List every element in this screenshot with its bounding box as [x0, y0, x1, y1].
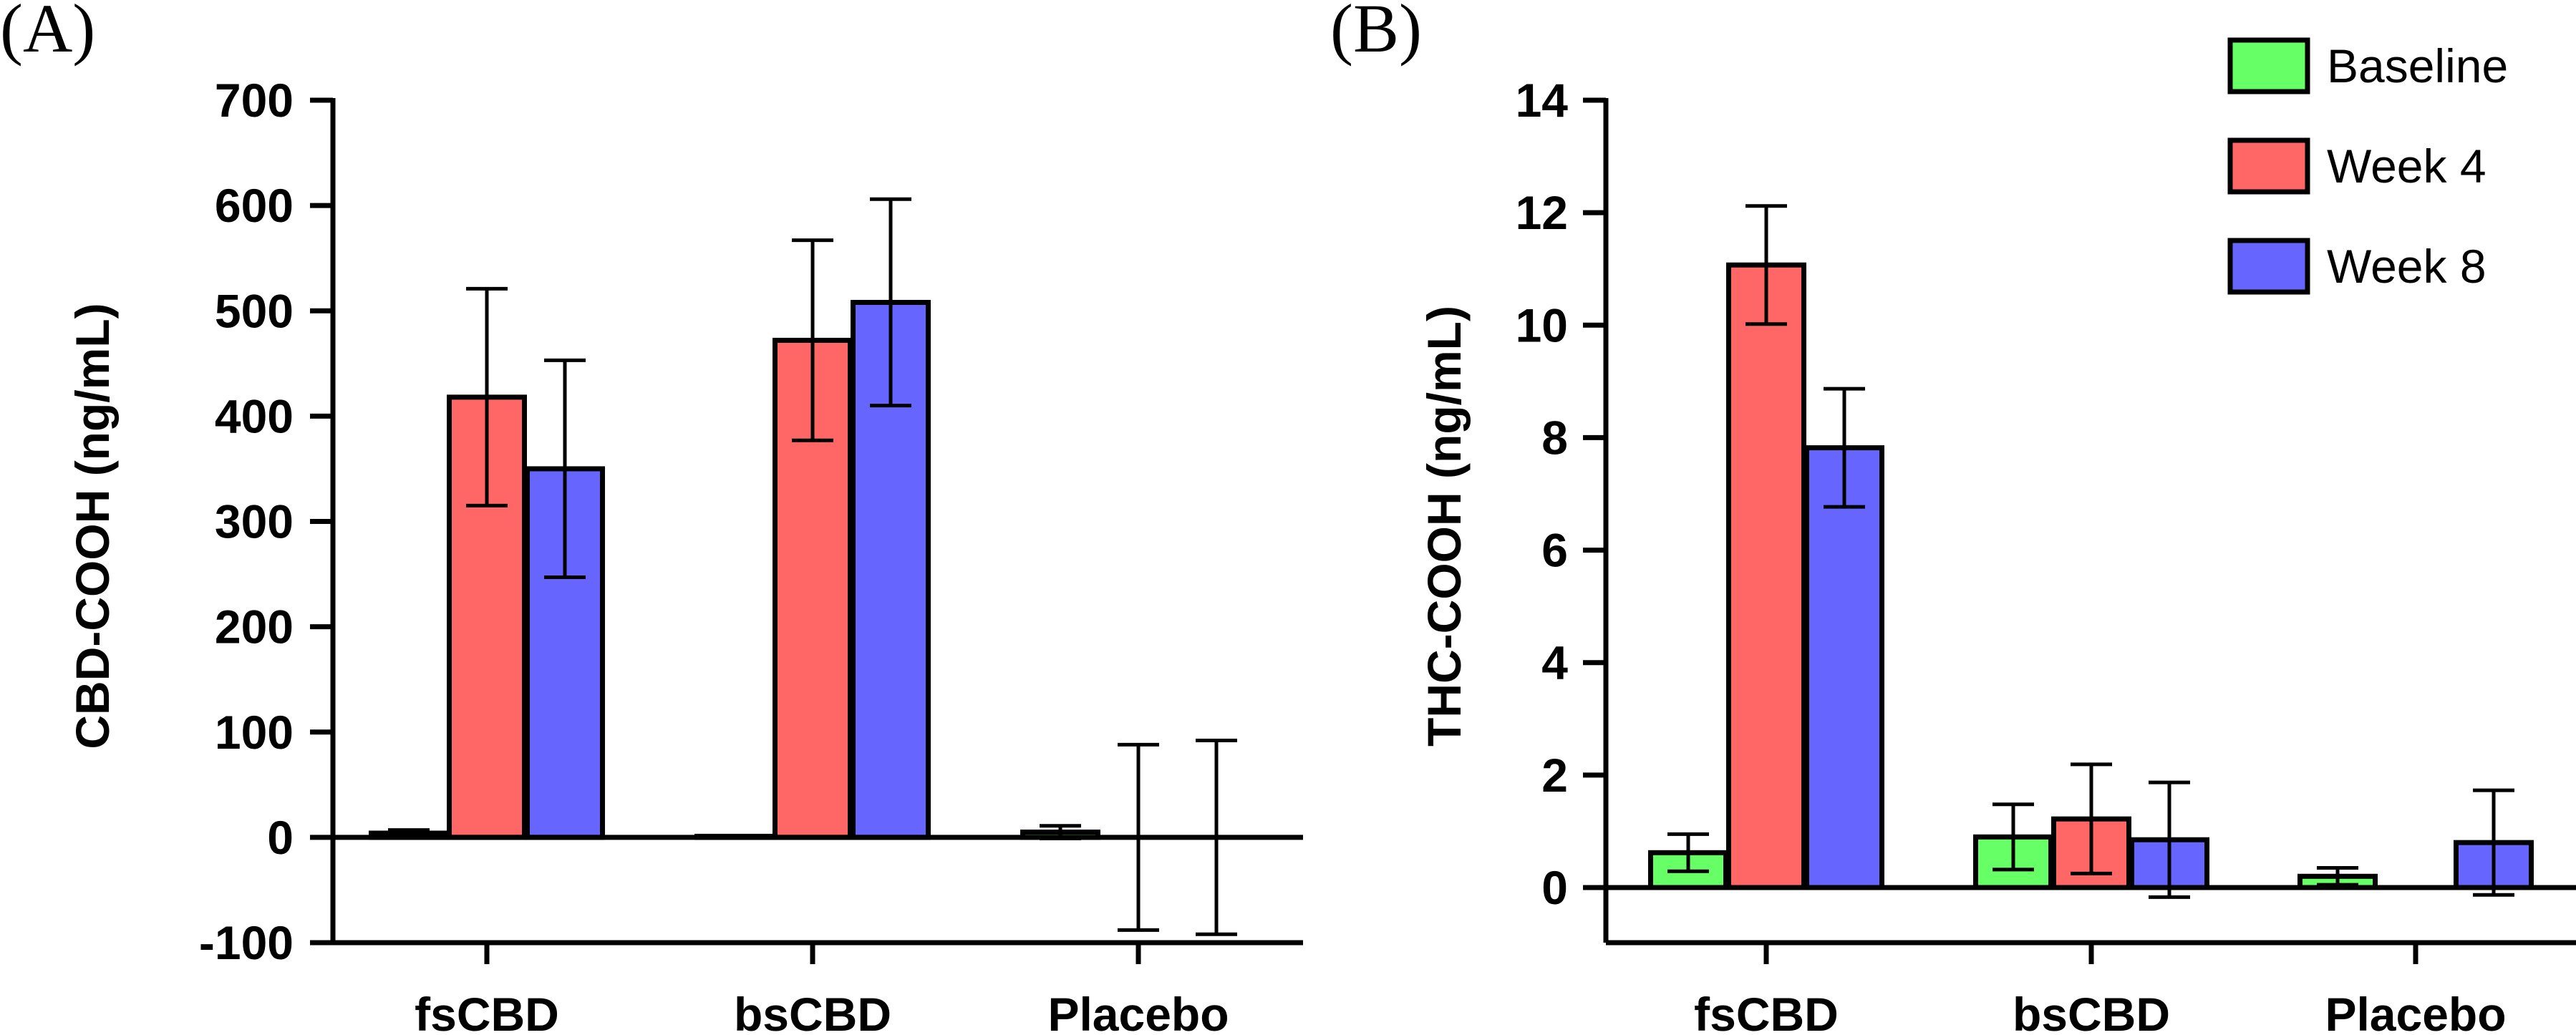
panel-a-x-category-label-fscbd: fsCBD [415, 988, 559, 1035]
panel-b-errorbar-bscbd-week-8 [2149, 780, 2190, 899]
panel-b-y-tick-label: 10 [1516, 298, 1568, 351]
panel-b-errorbar-fscbd-baseline [1667, 832, 1709, 873]
panel-b-x-category-label-bscbd: bsCBD [2013, 988, 2170, 1035]
panel-a-y-tick-label: 100 [215, 706, 294, 759]
panel-b-bar-fscbd-week-8 [1804, 445, 1884, 890]
panel-a-label: (A) [0, 0, 95, 67]
panel-b-y-tick-label: 2 [1541, 749, 1568, 802]
panel-b-legend-label-baseline: Baseline [2327, 39, 2508, 92]
panel-b-errorbar-placebo-baseline [2317, 866, 2358, 887]
panel-a-x-category-label-bscbd: bsCBD [734, 988, 891, 1035]
panel-b-legend-label-week-4: Week 4 [2327, 140, 2487, 193]
panel-b-y-axis-title: THC-COOH (ng/mL) [1418, 306, 1471, 747]
panel-b-y-tick-label: 6 [1541, 524, 1568, 577]
panel-a-errorbar-fscbd-week-8 [544, 358, 586, 579]
panel-a-errorbar-bscbd-week-4 [792, 238, 833, 442]
panel-a-x-categories: fsCBD bsCBD Placebo [415, 943, 1229, 1035]
panel-b-bars [1648, 204, 2534, 899]
panel-b-legend-swatch-week-8 [2227, 238, 2310, 295]
panel-a-bars [369, 197, 1237, 936]
panel-a-y-tick-label: 400 [215, 389, 294, 442]
panel-a-errorbar-fscbd-week-4 [466, 286, 508, 507]
panel-b-legend-swatch-baseline [2227, 37, 2310, 94]
panel-a-y-tick-label: -100 [199, 916, 294, 969]
panel-b-y-tick-label: 14 [1516, 74, 1569, 127]
panel-b-legend: Baseline Week 4 Week 8 [2227, 37, 2508, 295]
panel-a-errorbar-bscbd-week-8 [870, 197, 911, 408]
panel-b-errorbar-bscbd-baseline [1992, 802, 2034, 872]
panel-b-y-tick-label: 8 [1541, 411, 1568, 464]
panel-b-legend-label-week-8: Week 8 [2327, 240, 2487, 293]
panel-a-y-tick-label: 600 [215, 179, 294, 232]
panel-a-y-tick-label: 500 [215, 284, 294, 337]
panel-a-y-axis-title: CBD-COOH (ng/mL) [66, 303, 119, 749]
panel-b-legend-swatch-week-4 [2227, 137, 2310, 195]
panel-a-y-tick-label: 0 [267, 811, 294, 864]
panel-a-y-tick-label: 700 [215, 74, 294, 127]
panel-b-errorbar-bscbd-week-4 [2071, 762, 2112, 875]
panel-b-chart: (B) THC-COOH (ng/mL) 0 2 4 6 8 10 12 14 fsCBD bs… [1330, 0, 2576, 1035]
panel-a-y-ticks: -100 0 100 200 300 400 500 600 700 [199, 74, 333, 969]
panel-a-x-category-label-placebo: Placebo [1047, 988, 1229, 1035]
panel-b-x-categories: fsCBD bsCBD Placebo [1694, 943, 2507, 1035]
panel-b-bar-fscbd-week-4 [1726, 262, 1806, 890]
panel-b-y-tick-label: 12 [1516, 186, 1568, 239]
panel-b-label: (B) [1330, 0, 1422, 67]
panel-b-y-tick-label: 0 [1541, 861, 1568, 914]
panel-a-y-tick-label: 200 [215, 601, 294, 653]
panel-a-chart: (A) CBD-COOH (ng/mL) -100 0 100 200 300 400 50… [0, 0, 1303, 1035]
panel-b-y-tick-label: 4 [1541, 636, 1568, 689]
panel-b-errorbar-placebo-week-8 [2473, 788, 2514, 897]
panel-b-errorbar-fscbd-week-8 [1824, 387, 1865, 509]
panel-b-y-ticks: 0 2 4 6 8 10 12 14 [1516, 74, 1606, 914]
panel-b-errorbar-fscbd-week-4 [1745, 204, 1787, 326]
panel-a-y-tick-label: 300 [215, 495, 294, 548]
panel-b-x-category-label-fscbd: fsCBD [1694, 988, 1839, 1035]
panel-b-x-category-label-placebo: Placebo [2325, 988, 2506, 1035]
